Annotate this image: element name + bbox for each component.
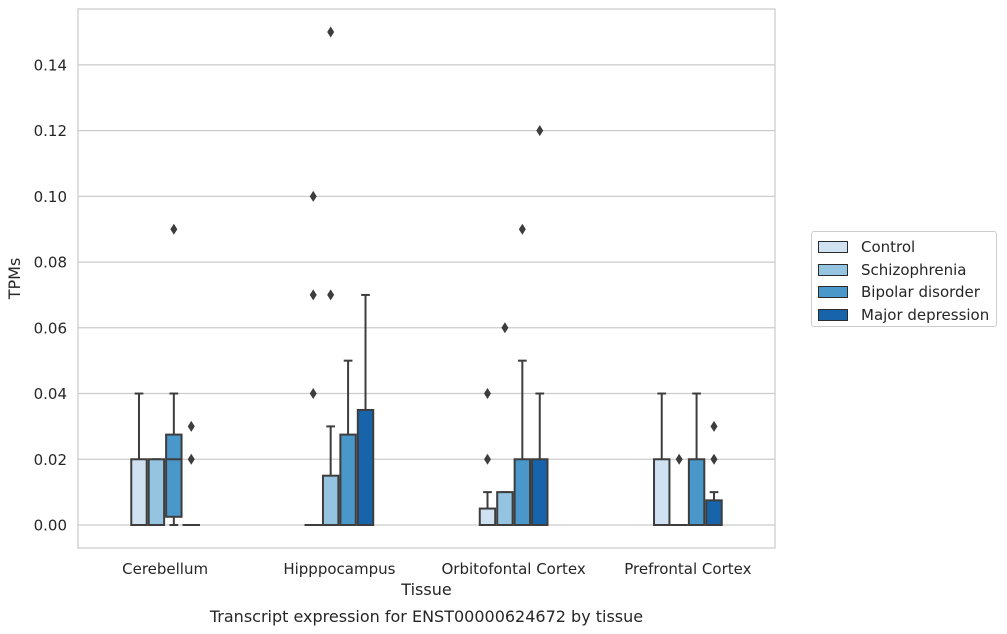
legend-item: Bipolar disorder	[812, 281, 996, 304]
box-mark	[513, 223, 532, 526]
outlier-point	[187, 453, 195, 465]
legend-item: Control	[812, 236, 996, 259]
x-tick-label: Prefrontal Cortex	[624, 560, 751, 578]
y-tick-label: 0.06	[34, 319, 67, 337]
box-mark	[304, 190, 322, 527]
box-mark	[653, 392, 671, 526]
legend-swatch	[818, 263, 848, 276]
y-tick-label: 0.04	[34, 385, 67, 403]
series-schizophrenia	[147, 26, 688, 527]
box-body	[339, 433, 357, 526]
legend-label: Schizophrenia	[861, 260, 967, 279]
outlier-point	[710, 420, 718, 432]
y-tick-label: 0.12	[34, 122, 67, 140]
legend-swatch	[818, 308, 848, 321]
chart-title: Transcript expression for ENST0000062467…	[209, 607, 643, 626]
box-mark	[531, 125, 549, 526]
box-mark	[496, 322, 514, 526]
series-control	[130, 190, 671, 527]
legend-label: Major depression	[861, 305, 990, 324]
box-body	[687, 458, 706, 526]
box-mark	[165, 223, 183, 526]
box-body	[653, 458, 671, 526]
outlier-point	[309, 289, 317, 301]
y-tick-label: 0.02	[34, 451, 67, 469]
box-mark	[339, 359, 357, 526]
outlier-point	[309, 388, 317, 400]
legend-swatch	[818, 286, 848, 299]
x-tick-label: Cerebellum	[122, 560, 208, 578]
x-axis-label: Tissue	[400, 580, 451, 599]
outlier-point	[483, 388, 491, 400]
box-body	[130, 458, 148, 526]
legend-swatch	[818, 241, 848, 254]
legend-label: Bipolar disorder	[861, 283, 980, 302]
chart-legend: Control Schizophrenia Bipolar disorder Majo…	[811, 231, 997, 327]
series-major-depression	[182, 125, 723, 527]
box-mark	[130, 392, 148, 526]
y-tick-label: 0.00	[34, 516, 67, 534]
box-mark	[670, 453, 688, 527]
y-tick-label: 0.08	[34, 254, 67, 272]
box-body	[496, 491, 514, 526]
box-mark	[321, 26, 340, 526]
outlier-point	[327, 26, 335, 38]
box-body	[321, 474, 340, 526]
outlier-point	[483, 453, 491, 465]
outlier-point	[327, 289, 335, 301]
box-mark	[356, 293, 375, 526]
box-body	[165, 433, 183, 518]
box-mark	[705, 420, 723, 526]
box-mark	[687, 392, 706, 526]
x-tick-label: Orbitofontal Cortex	[442, 560, 586, 578]
x-tick-label: Hipppocampus	[283, 560, 395, 578]
y-axis-label: TPMs	[5, 258, 24, 301]
outlier-point	[518, 223, 526, 235]
box-body	[513, 458, 532, 526]
outlier-point	[675, 453, 683, 465]
box-series	[130, 26, 723, 527]
x-axis-ticks: Cerebellum Hipppocampus Orbitofontal Corte…	[122, 560, 751, 578]
y-tick-label: 0.10	[34, 188, 67, 206]
box-mark	[478, 388, 497, 526]
outlier-point	[536, 125, 544, 137]
legend-item: Schizophrenia	[812, 259, 996, 282]
grid-lines	[78, 64, 775, 526]
y-tick-label: 0.14	[34, 56, 67, 74]
box-body	[147, 458, 166, 526]
box-body	[356, 408, 375, 526]
box-body	[705, 499, 723, 526]
legend-label: Control	[861, 238, 916, 257]
y-axis-ticks: 0.00 0.02 0.04 0.06 0.08 0.10 0.12 0.14	[34, 56, 67, 534]
box-mark	[147, 458, 166, 526]
outlier-point	[309, 190, 317, 202]
box-mark	[182, 420, 200, 527]
box-body	[478, 507, 497, 526]
plot-area-frame	[77, 8, 776, 549]
outlier-point	[187, 420, 195, 432]
outlier-point	[170, 223, 178, 235]
series-bipolar-disorder	[165, 223, 706, 526]
outlier-point	[710, 453, 718, 465]
legend-item: Major depression	[812, 304, 996, 327]
box-body	[531, 458, 549, 526]
outlier-point	[501, 322, 509, 334]
